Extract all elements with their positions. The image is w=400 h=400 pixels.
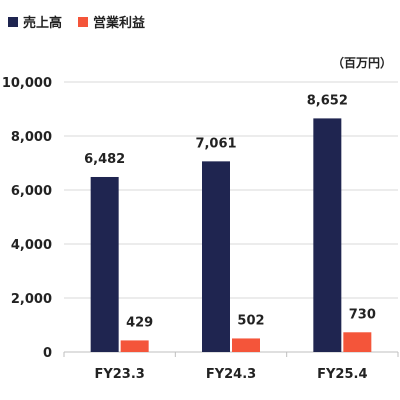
x-tick-label: FY23.3 bbox=[94, 367, 144, 382]
legend-label-sales: 売上高 bbox=[23, 16, 63, 31]
bar-operating-profit bbox=[343, 332, 372, 352]
legend-label-operating-profit: 営業利益 bbox=[93, 16, 146, 31]
data-label: 8,652 bbox=[307, 93, 348, 108]
y-tick-label: 2,000 bbox=[11, 292, 52, 307]
data-label: 429 bbox=[126, 315, 153, 330]
y-tick-label: 0 bbox=[43, 346, 52, 361]
bar-operating-profit bbox=[120, 340, 149, 352]
data-label: 6,482 bbox=[84, 152, 125, 167]
y-tick-label: 4,000 bbox=[11, 238, 52, 253]
y-tick-label: 8,000 bbox=[11, 130, 52, 145]
bar-sales bbox=[202, 161, 230, 352]
data-label: 7,061 bbox=[195, 136, 236, 151]
y-tick-label: 10,000 bbox=[2, 76, 52, 91]
x-tick-label: FY24.3 bbox=[206, 367, 256, 382]
legend-swatch-operating-profit bbox=[78, 16, 89, 27]
x-tick-label: FY25.4 bbox=[317, 367, 367, 382]
data-label: 730 bbox=[349, 307, 376, 322]
y-tick-label: 6,000 bbox=[11, 184, 52, 199]
legend-swatch-sales bbox=[8, 16, 18, 27]
chart-legend: 売上高 営業利益 bbox=[8, 12, 161, 31]
bar-operating-profit bbox=[232, 338, 260, 352]
data-label: 502 bbox=[237, 313, 264, 328]
legend-item-sales: 売上高 bbox=[8, 12, 62, 31]
legend-item-operating-profit: 営業利益 bbox=[78, 12, 145, 31]
bar-sales bbox=[313, 118, 342, 353]
bar-sales bbox=[90, 176, 119, 352]
unit-label: （百万円） bbox=[331, 56, 392, 70]
